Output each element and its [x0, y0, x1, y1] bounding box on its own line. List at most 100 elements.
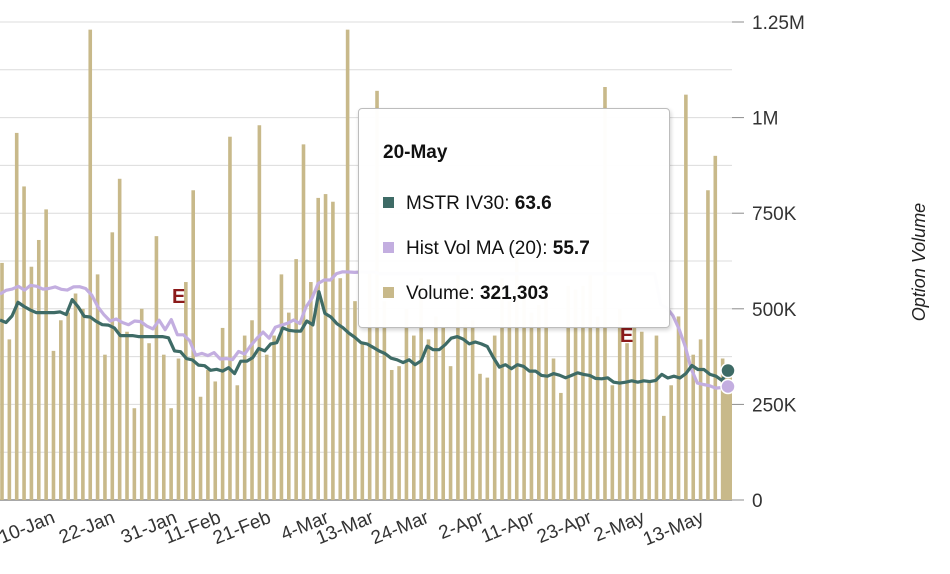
volume-bar[interactable]	[559, 392, 563, 500]
volume-bar[interactable]	[81, 308, 85, 500]
volume-bar[interactable]	[161, 354, 166, 500]
volume-bar[interactable]	[456, 274, 460, 500]
volume-bar[interactable]	[0, 262, 4, 500]
volume-bar[interactable]	[492, 335, 497, 500]
volume-bar[interactable]	[154, 236, 159, 501]
volume-bar[interactable]	[272, 335, 276, 500]
volume-bar[interactable]	[698, 339, 703, 500]
volume-bar[interactable]	[257, 125, 262, 501]
volume-bar[interactable]	[411, 335, 416, 500]
volume-bar[interactable]	[713, 155, 718, 500]
volume-bar[interactable]	[507, 301, 512, 500]
volume-bar[interactable]	[581, 285, 585, 500]
volume-bar[interactable]	[132, 408, 137, 500]
volume-bar[interactable]	[59, 320, 63, 500]
line-iv30[interactable]	[0, 290, 730, 385]
volume-bar[interactable]	[242, 335, 247, 500]
volume-bar[interactable]	[279, 274, 284, 500]
volume-bar[interactable]	[88, 29, 93, 500]
volume-bar[interactable]	[669, 385, 673, 500]
volume-bar[interactable]	[51, 350, 56, 500]
volume-bar[interactable]	[478, 373, 482, 500]
volume-bar[interactable]	[419, 278, 423, 500]
volume-bar[interactable]	[286, 312, 291, 500]
volume-bar[interactable]	[470, 320, 475, 500]
volume-bar[interactable]	[426, 339, 431, 500]
volume-bar[interactable]	[316, 197, 321, 501]
earnings-marker[interactable]: E	[620, 325, 633, 347]
volume-bar[interactable]	[294, 259, 298, 500]
volume-bar[interactable]	[103, 354, 107, 500]
volume-bar[interactable]	[595, 316, 600, 500]
volume-bar[interactable]	[345, 29, 350, 500]
volume-bar[interactable]	[724, 377, 732, 500]
volume-bar[interactable]	[639, 331, 644, 500]
volume-bar[interactable]	[176, 358, 181, 500]
volume-bar[interactable]	[44, 209, 48, 500]
volume-bar[interactable]	[691, 354, 696, 500]
volume-bar[interactable]	[382, 301, 387, 500]
volume-bar[interactable]	[301, 144, 306, 501]
volume-bar[interactable]	[632, 324, 637, 500]
volume-bar[interactable]	[537, 304, 541, 500]
point-iv30[interactable]	[720, 362, 736, 379]
volume-bar[interactable]	[573, 289, 578, 500]
earnings-marker[interactable]: E	[172, 286, 185, 308]
volume-bar[interactable]	[706, 190, 710, 501]
volume-bar[interactable]	[500, 278, 504, 500]
volume-bar[interactable]	[529, 312, 534, 500]
volume-bar[interactable]	[66, 312, 70, 500]
volume-bar[interactable]	[617, 308, 622, 500]
point-hist-vol[interactable]	[720, 378, 736, 395]
volume-bar[interactable]	[434, 316, 438, 500]
volume-bar[interactable]	[220, 327, 225, 500]
volume-bar[interactable]	[110, 232, 115, 500]
volume-bar[interactable]	[36, 239, 41, 500]
volume-bar[interactable]	[169, 408, 173, 500]
volume-bar[interactable]	[139, 308, 144, 500]
volume-bar[interactable]	[566, 285, 571, 500]
volume-bar[interactable]	[353, 301, 357, 500]
volume-bar[interactable]	[250, 320, 254, 500]
volume-bar[interactable]	[360, 343, 365, 500]
volume-bar[interactable]	[125, 331, 129, 500]
volume-bar[interactable]	[610, 385, 615, 500]
volume-bar[interactable]	[404, 308, 409, 500]
volume-bar[interactable]	[397, 366, 401, 500]
volume-bar[interactable]	[323, 194, 328, 500]
volume-bar[interactable]	[720, 358, 725, 500]
volume-bar[interactable]	[448, 366, 453, 500]
volume-bar[interactable]	[235, 385, 240, 500]
volume-bar[interactable]	[544, 293, 548, 500]
volume-bar[interactable]	[389, 369, 394, 500]
volume-bar[interactable]	[676, 316, 681, 500]
volume-bar[interactable]	[22, 186, 26, 500]
volume-bar[interactable]	[73, 293, 78, 500]
volume-bar[interactable]	[184, 282, 188, 500]
volume-bar[interactable]	[662, 415, 666, 500]
volume-bar[interactable]	[95, 274, 100, 500]
volume-bar[interactable]	[654, 335, 659, 500]
volume-bar[interactable]	[147, 343, 151, 500]
volume-bar[interactable]	[338, 278, 343, 500]
volume-bar[interactable]	[485, 377, 490, 500]
volume-bar[interactable]	[588, 274, 593, 500]
volume-bar[interactable]	[228, 136, 232, 500]
volume-bar[interactable]	[7, 339, 12, 500]
hover-points[interactable]	[720, 362, 736, 395]
volume-bar[interactable]	[213, 381, 218, 500]
volume-bar[interactable]	[551, 358, 556, 500]
volume-bar[interactable]	[309, 282, 313, 500]
volume-bar[interactable]	[367, 270, 372, 500]
volume-bar[interactable]	[684, 94, 688, 500]
volume-bar[interactable]	[331, 201, 335, 500]
volume-bar[interactable]	[441, 327, 446, 500]
volume-bar[interactable]	[625, 343, 629, 500]
volume-bar[interactable]	[206, 369, 210, 500]
volume-bar[interactable]	[29, 266, 34, 500]
volume-bars[interactable]	[0, 29, 732, 501]
volume-bar[interactable]	[647, 381, 651, 500]
volume-bar[interactable]	[463, 324, 468, 500]
volume-bar[interactable]	[117, 178, 122, 500]
volume-bar[interactable]	[198, 396, 203, 500]
